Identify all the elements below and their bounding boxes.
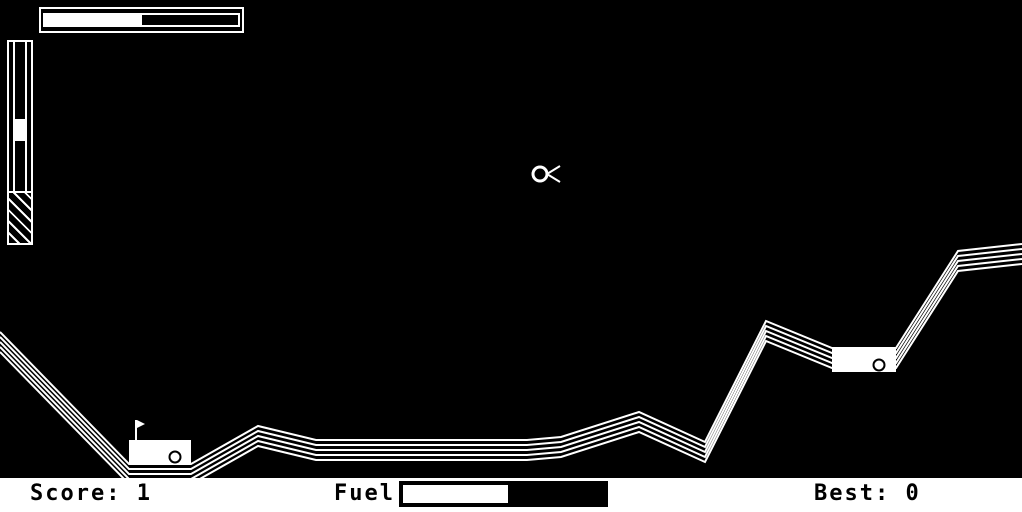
status-bar: Score: 1 Fuel Best: 0 (0, 478, 1022, 512)
start-pad (129, 440, 191, 464)
altitude-gauge-marker (14, 119, 26, 141)
fuel-gauge (399, 481, 608, 507)
saucer-ship-icon (531, 165, 561, 183)
score-label: Score: (30, 481, 122, 506)
altitude-gauge (7, 40, 33, 245)
fuel-gauge-fill (403, 485, 508, 503)
game-screen[interactable] (0, 0, 1022, 478)
thrust-gauge (39, 7, 244, 33)
ball-icon (872, 358, 886, 372)
fuel-label: Fuel (334, 481, 395, 506)
best-value: 0 (905, 481, 921, 506)
score-value: 1 (136, 481, 152, 506)
flag-icon (135, 420, 145, 440)
best-label: Best: (814, 481, 891, 506)
target-pad (832, 348, 896, 372)
best-display: Best: 0 (814, 481, 921, 506)
thrust-gauge-fill (45, 15, 142, 25)
playfield (0, 165, 1022, 478)
ball-icon (168, 450, 182, 464)
score-display: Score: 1 (30, 481, 152, 506)
altitude-gauge-danger-zone (9, 191, 31, 243)
